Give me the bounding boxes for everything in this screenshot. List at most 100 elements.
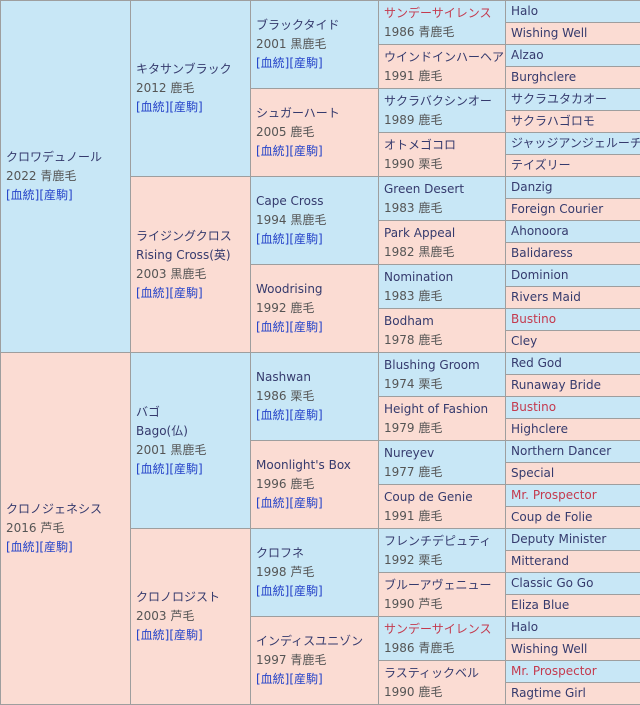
birth-coat-text: 2012 鹿毛 (136, 79, 248, 98)
horse-name-link[interactable]: Halo (511, 618, 638, 637)
offspring-link[interactable]: [産駒] (289, 232, 322, 246)
offspring-link[interactable]: [産駒] (169, 286, 202, 300)
horse-name-link[interactable]: Northern Dancer (511, 442, 638, 461)
horse-name-link[interactable]: サクラバクシンオー (384, 92, 503, 111)
horse-name-link[interactable]: ライジングクロス (136, 227, 248, 246)
horse-name-link[interactable]: クロワデュノール (6, 148, 128, 167)
horse-name-link[interactable]: ラスティックベル (384, 664, 503, 683)
horse-name-link[interactable]: Coup de Folie (511, 508, 638, 527)
offspring-link[interactable]: [産駒] (289, 320, 322, 334)
offspring-link[interactable]: [産駒] (39, 188, 72, 202)
pedigree-link[interactable]: [血統] (256, 408, 289, 422)
horse-name-link[interactable]: Blushing Groom (384, 356, 503, 375)
offspring-link[interactable]: [産駒] (289, 408, 322, 422)
horse-name-link[interactable]: Danzig (511, 178, 638, 197)
horse-name-link[interactable]: Moonlight's Box (256, 456, 376, 475)
offspring-link[interactable]: [産駒] (289, 144, 322, 158)
pedigree-link[interactable]: [血統] (136, 628, 169, 642)
horse-name-link[interactable]: Park Appeal (384, 224, 503, 243)
horse-name-link[interactable]: Coup de Genie (384, 488, 503, 507)
offspring-link[interactable]: [産駒] (169, 100, 202, 114)
offspring-link[interactable]: [産駒] (289, 672, 322, 686)
horse-name-link[interactable]: Height of Fashion (384, 400, 503, 419)
horse-name-link[interactable]: Burghclere (511, 68, 638, 87)
horse-latin-name[interactable]: Rising Cross(英) (136, 246, 248, 265)
horse-name-link[interactable]: Bodham (384, 312, 503, 331)
horse-name-link[interactable]: サクラユタカオー (511, 90, 638, 109)
horse-name-link[interactable]: Wishing Well (511, 24, 638, 43)
pedigree-link[interactable]: [血統] (136, 462, 169, 476)
pedigree-link[interactable]: [血統] (6, 188, 39, 202)
horse-name-link[interactable]: Mitterand (511, 552, 638, 571)
horse-name-link[interactable]: フレンチデピュティ (384, 532, 503, 551)
horse-name-link[interactable]: クロフネ (256, 544, 376, 563)
horse-name-link[interactable]: Mr. Prospector (511, 486, 638, 505)
gen3-cell-8: インディスユニゾン 1997 青鹿毛 [血統][産駒] (251, 617, 379, 705)
pedigree-link[interactable]: [血統] (136, 286, 169, 300)
pedigree-link[interactable]: [血統] (6, 540, 39, 554)
horse-name-link[interactable]: ジャッジアンジェルーチ (511, 134, 638, 153)
horse-name-link[interactable]: Alzao (511, 46, 638, 65)
horse-name-link[interactable]: Woodrising (256, 280, 376, 299)
gen5-cell-9: Danzig (506, 177, 640, 199)
horse-name-link[interactable]: Cape Cross (256, 192, 376, 211)
birth-coat-text: 2001 黒鹿毛 (136, 441, 248, 460)
horse-name-link[interactable]: Ahonoora (511, 222, 638, 241)
pedigree-link[interactable]: [血統] (256, 584, 289, 598)
horse-name-link[interactable]: Ragtime Girl (511, 684, 638, 703)
horse-latin-name[interactable]: Bago(仏) (136, 422, 248, 441)
horse-name-link[interactable]: サクラハゴロモ (511, 112, 638, 131)
horse-name-link[interactable]: Eliza Blue (511, 596, 638, 615)
horse-name-link[interactable]: Halo (511, 2, 638, 21)
offspring-link[interactable]: [産駒] (169, 462, 202, 476)
horse-name-link[interactable]: Nashwan (256, 368, 376, 387)
horse-name-link[interactable]: Dominion (511, 266, 638, 285)
gen3-cell-4: Woodrising 1992 鹿毛 [血統][産駒] (251, 265, 379, 353)
pedigree-link[interactable]: [血統] (256, 672, 289, 686)
horse-name-link[interactable]: Nureyev (384, 444, 503, 463)
horse-name-link[interactable]: Deputy Minister (511, 530, 638, 549)
horse-name-link[interactable]: ブラックタイド (256, 16, 376, 35)
horse-name-link[interactable]: Foreign Courier (511, 200, 638, 219)
horse-name-link[interactable]: Highclere (511, 420, 638, 439)
offspring-link[interactable]: [産駒] (39, 540, 72, 554)
cell-links: [血統][産駒] (256, 142, 376, 161)
horse-name-link[interactable]: バゴ (136, 403, 248, 422)
horse-name-link[interactable]: Rivers Maid (511, 288, 638, 307)
offspring-link[interactable]: [産駒] (289, 496, 322, 510)
cell-links: [血統][産駒] (256, 406, 376, 425)
pedigree-link[interactable]: [血統] (136, 100, 169, 114)
pedigree-link[interactable]: [血統] (256, 144, 289, 158)
horse-name-link[interactable]: Runaway Bride (511, 376, 638, 395)
horse-name-link[interactable]: Red God (511, 354, 638, 373)
gen5-cell-24: Coup de Folie (506, 507, 640, 529)
offspring-link[interactable]: [産駒] (289, 56, 322, 70)
horse-name-link[interactable]: インディスユニゾン (256, 632, 376, 651)
horse-name-link[interactable]: ウインドインハーヘア (384, 48, 503, 67)
pedigree-link[interactable]: [血統] (256, 232, 289, 246)
horse-name-link[interactable]: Bustino (511, 310, 638, 329)
horse-name-link[interactable]: サンデーサイレンス (384, 4, 503, 23)
horse-name-link[interactable]: Wishing Well (511, 640, 638, 659)
pedigree-link[interactable]: [血統] (256, 496, 289, 510)
horse-name-link[interactable]: Cley (511, 332, 638, 351)
horse-name-link[interactable]: オトメゴコロ (384, 136, 503, 155)
gen5-cell-13: Dominion (506, 265, 640, 287)
pedigree-link[interactable]: [血統] (256, 320, 289, 334)
offspring-link[interactable]: [産駒] (289, 584, 322, 598)
horse-name-link[interactable]: キタサンブラック (136, 60, 248, 79)
horse-name-link[interactable]: ブルーアヴェニュー (384, 576, 503, 595)
horse-name-link[interactable]: Classic Go Go (511, 574, 638, 593)
horse-name-link[interactable]: Mr. Prospector (511, 662, 638, 681)
horse-name-link[interactable]: Bustino (511, 398, 638, 417)
horse-name-link[interactable]: Special (511, 464, 638, 483)
pedigree-link[interactable]: [血統] (256, 56, 289, 70)
horse-name-link[interactable]: サンデーサイレンス (384, 620, 503, 639)
horse-name-link[interactable]: Nomination (384, 268, 503, 287)
horse-name-link[interactable]: Green Desert (384, 180, 503, 199)
horse-name-link[interactable]: テイズリー (511, 156, 638, 175)
horse-name-link[interactable]: Balidaress (511, 244, 638, 263)
horse-name-link[interactable]: シュガーハート (256, 104, 376, 123)
offspring-link[interactable]: [産駒] (169, 628, 202, 642)
horse-name-link[interactable]: クロノジェネシス (6, 500, 128, 519)
